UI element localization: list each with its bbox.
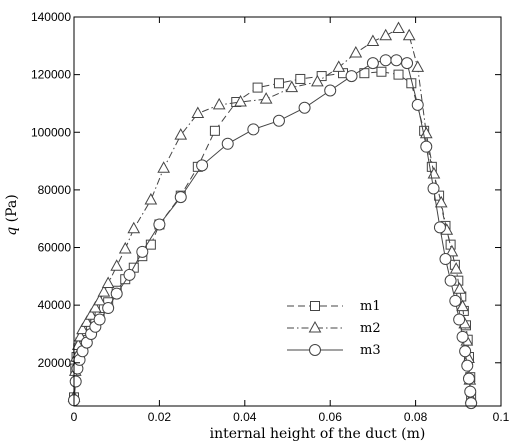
data-point-m3 <box>457 331 468 342</box>
data-point-m3 <box>137 246 148 257</box>
data-point-m1 <box>253 83 262 92</box>
data-point-m1 <box>210 126 219 135</box>
data-point-m1 <box>394 70 403 79</box>
data-point-m1 <box>377 67 386 76</box>
data-point-m3 <box>367 58 378 69</box>
data-point-m1 <box>296 74 305 83</box>
data-point-m3 <box>222 138 233 149</box>
legend-label-m2: m2 <box>360 321 381 336</box>
data-point-m3 <box>299 102 310 113</box>
y-tick-label: 20000 <box>38 356 72 370</box>
x-tick-label: 0.1 <box>493 410 510 424</box>
data-point-m3 <box>111 288 122 299</box>
legend-label-m1: m1 <box>360 299 381 314</box>
x-tick-label: 0.06 <box>319 410 343 424</box>
data-point-m3 <box>440 254 451 265</box>
data-point-m1 <box>146 240 155 249</box>
data-point-m1 <box>274 79 283 88</box>
data-point-m3 <box>124 269 135 280</box>
data-point-m3 <box>421 141 432 152</box>
data-point-m3 <box>450 295 461 306</box>
data-point-m3 <box>248 124 259 135</box>
y-tick-label: 140000 <box>31 10 71 24</box>
y-axis-symbol: q <box>4 227 20 236</box>
legend-label-m3: m3 <box>360 343 381 358</box>
data-point-m3 <box>428 183 439 194</box>
legend-marker-m3 <box>310 345 321 356</box>
y-tick-label: 120000 <box>31 68 71 82</box>
data-point-m3 <box>465 386 476 397</box>
data-point-m3 <box>380 55 391 66</box>
data-point-m3 <box>154 219 165 230</box>
data-point-m3 <box>462 360 473 371</box>
data-point-m3 <box>103 303 114 314</box>
data-point-m3 <box>197 160 208 171</box>
data-point-m3 <box>273 115 284 126</box>
legend-marker-m1 <box>311 302 320 311</box>
x-tick-label: 0.02 <box>148 410 172 424</box>
y-axis-label: q (Pa) <box>4 194 20 235</box>
data-point-m3 <box>412 99 423 110</box>
data-point-m3 <box>325 85 336 96</box>
x-tick-label: 0 <box>71 410 78 424</box>
y-tick-label: 80000 <box>38 183 72 197</box>
data-point-m3 <box>346 71 357 82</box>
y-axis-unit: (Pa) <box>4 194 20 222</box>
x-tick-label: 0.08 <box>404 410 428 424</box>
data-point-m3 <box>463 373 474 384</box>
x-axis-label: internal height of the duct (m) <box>210 426 426 442</box>
data-point-m3 <box>70 376 81 387</box>
y-tick-label: 100000 <box>31 125 71 139</box>
data-point-m3 <box>402 58 413 69</box>
data-point-m3 <box>434 222 445 233</box>
data-point-m3 <box>466 398 477 409</box>
data-point-m3 <box>94 314 105 325</box>
data-point-m3 <box>391 55 402 66</box>
data-point-m3 <box>175 192 186 203</box>
data-point-m3 <box>445 275 456 286</box>
data-point-m3 <box>454 314 465 325</box>
y-tick-label: 60000 <box>38 241 72 255</box>
data-point-m3 <box>460 346 471 357</box>
y-tick-label: 40000 <box>38 298 72 312</box>
x-tick-label: 0.04 <box>233 410 257 424</box>
